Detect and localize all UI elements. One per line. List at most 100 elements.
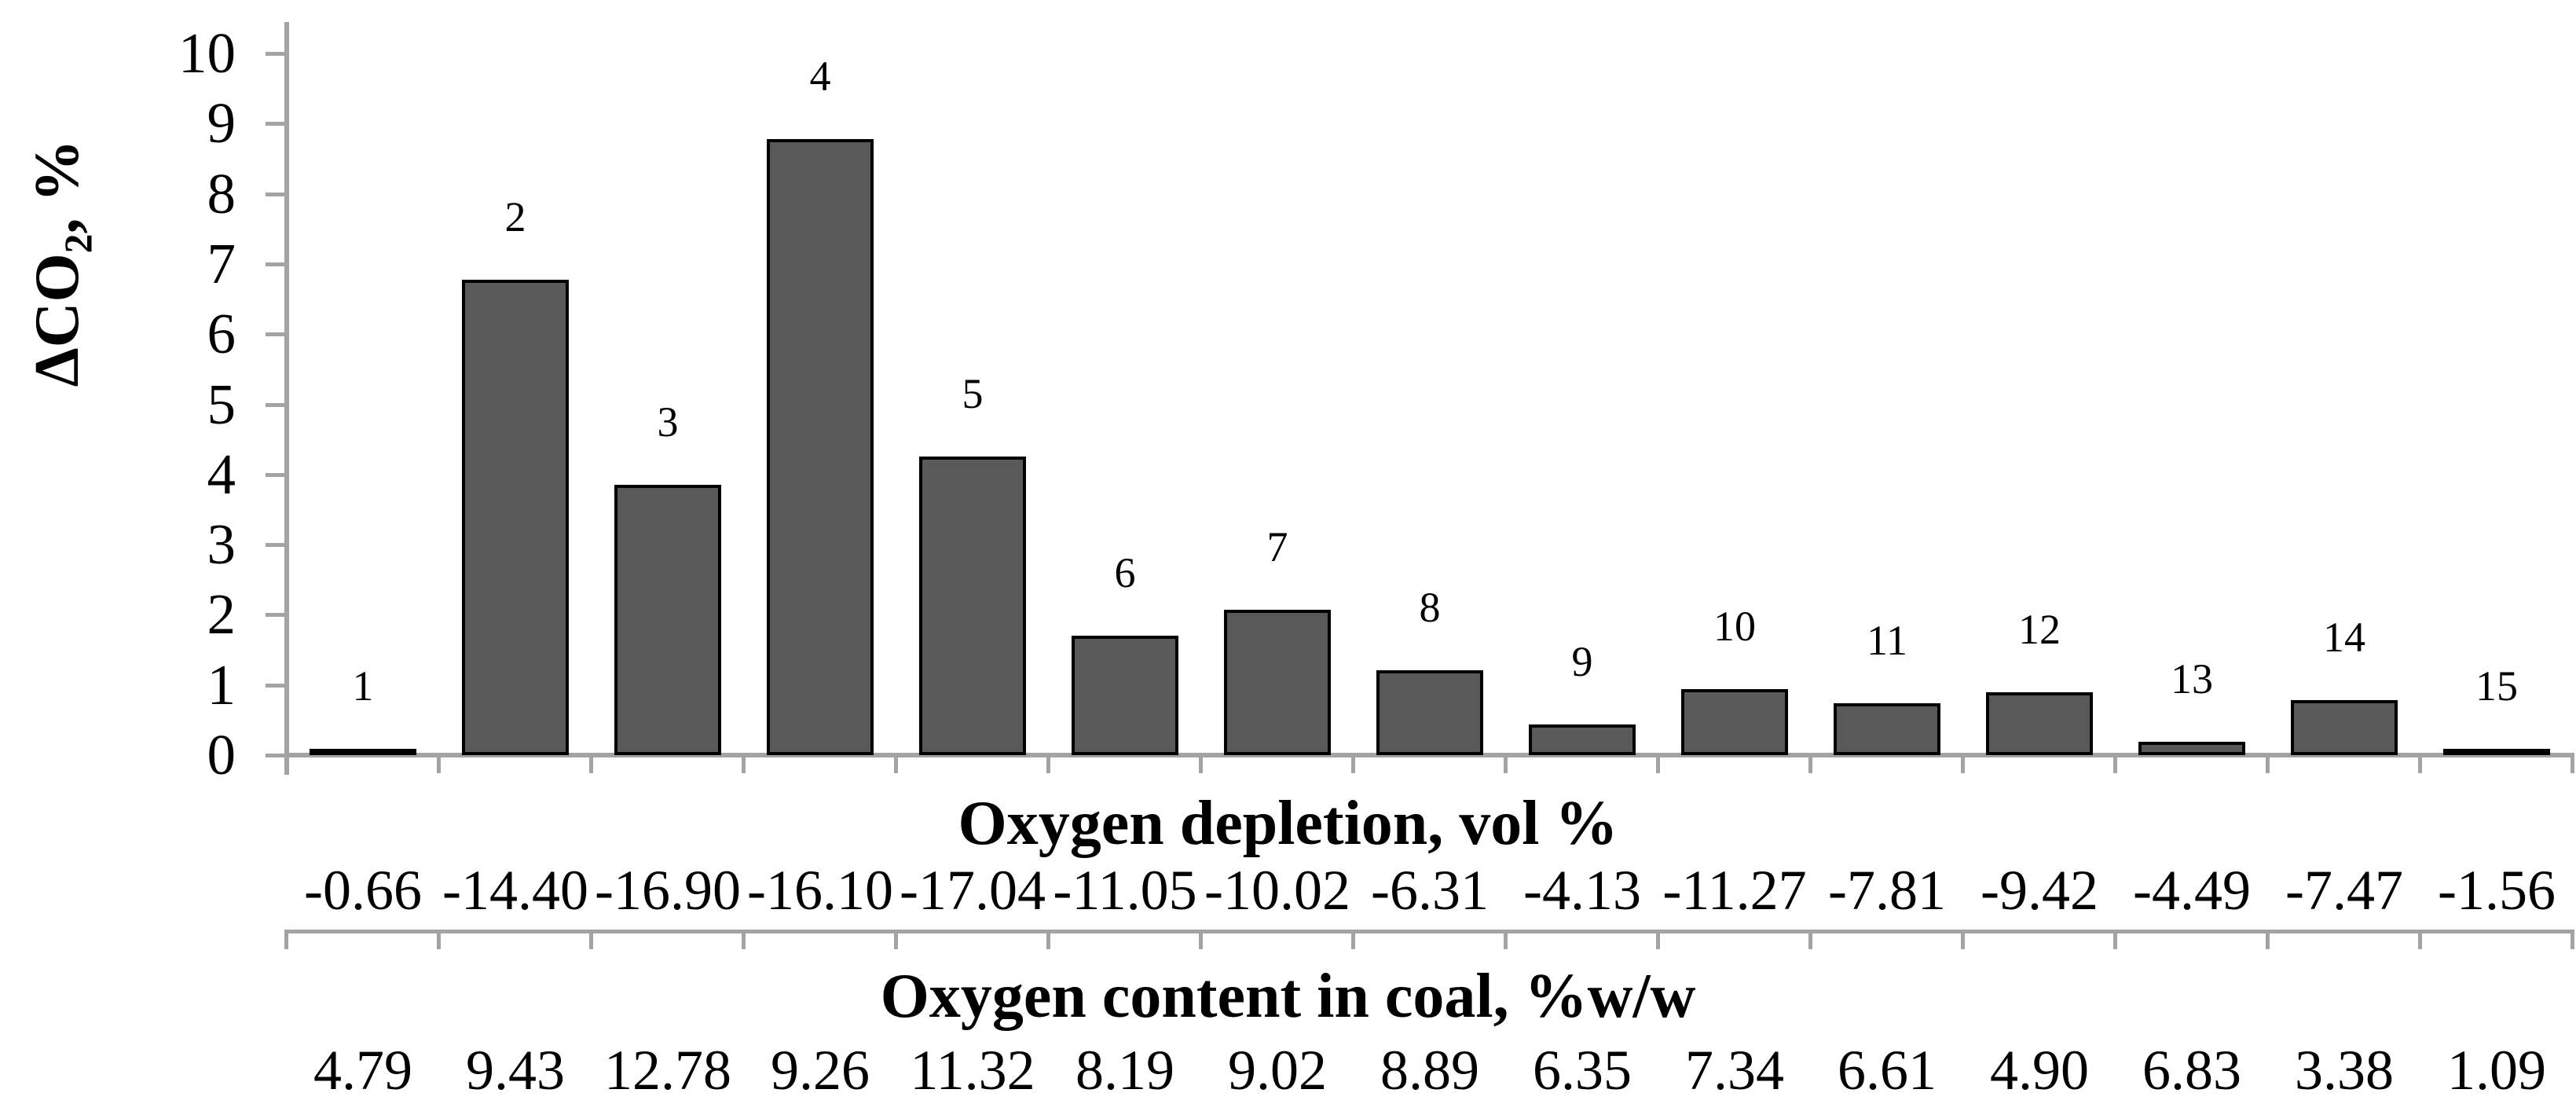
bar-value-label: 5 (962, 370, 984, 417)
x-axis-level2-tick-mark (437, 930, 441, 949)
x-axis-level2-value: 9.43 (466, 1039, 565, 1102)
bar (2291, 700, 2398, 755)
y-tick-label: 1 (207, 652, 236, 717)
y-tick-label: 7 (207, 231, 236, 295)
y-tick-mark (266, 192, 284, 196)
x-axis-level2-tick-mark (1199, 930, 1203, 949)
x-axis-tick-mark (2266, 753, 2270, 773)
x-axis-level2-value: 8.89 (1380, 1039, 1479, 1102)
bar-value-label: 12 (2018, 606, 2061, 653)
x-axis-tick-mark (1199, 753, 1203, 773)
bar-value-label: 8 (1419, 584, 1441, 631)
bar-value-label: 4 (809, 53, 831, 100)
y-tick-mark (266, 754, 284, 757)
bar (614, 485, 721, 755)
x-axis-level1-value: -0.66 (304, 859, 422, 922)
x-axis-tick-mark (1961, 753, 1965, 773)
x-axis-level1-value: -11.27 (1662, 859, 1807, 922)
x-axis-tick-mark (2418, 753, 2422, 773)
y-tick-label: 3 (207, 512, 236, 577)
bar-value-label: 1 (352, 662, 374, 710)
x-axis-level1-value: -14.40 (442, 859, 588, 922)
x-axis-level1-value: -4.13 (1523, 859, 1641, 922)
y-tick-label: 8 (207, 161, 236, 226)
x-axis-level2-value: 12.78 (604, 1039, 731, 1102)
x-axis-level2-value: 3.38 (2295, 1039, 2394, 1102)
x-axis-level2-value: 6.61 (1838, 1039, 1937, 1102)
x-axis-level2-tick-mark (894, 930, 898, 949)
bar (1376, 670, 1483, 755)
bar-value-label: 2 (504, 193, 526, 240)
x-axis-tick-mark (2113, 753, 2117, 773)
bar-value-label: 7 (1266, 523, 1288, 570)
y-tick-mark (266, 262, 284, 266)
x-axis-line (284, 753, 2572, 757)
x-axis-level2-value: 8.19 (1075, 1039, 1174, 1102)
x-axis-level2-tick-mark (2571, 930, 2574, 949)
y-tick-label: 6 (207, 302, 236, 366)
x-axis-level2-tick-mark (1808, 930, 1812, 949)
bar (2443, 749, 2550, 755)
bar (2138, 742, 2245, 755)
x-axis-tick-mark (894, 753, 898, 773)
x-axis-tick-mark (2571, 753, 2574, 773)
x-axis-level2-value: 4.79 (313, 1039, 412, 1102)
bar (1834, 703, 1940, 755)
bar (919, 457, 1026, 755)
x-axis-level2-tick-mark (2266, 930, 2270, 949)
x-axis-tick-mark (742, 753, 746, 773)
x-axis-level2-tick-mark (2418, 930, 2422, 949)
x-axis-tick-mark (1351, 753, 1355, 773)
bar (1681, 689, 1788, 755)
x-axis-level2-value: 7.34 (1685, 1039, 1784, 1102)
y-tick-mark (266, 402, 284, 407)
bar-value-label: 11 (1867, 617, 1907, 664)
bar-value-label: 10 (1713, 603, 1756, 650)
x-axis-level2-value: 6.35 (1533, 1039, 1632, 1102)
y-tick-mark (266, 52, 284, 56)
bar (1529, 724, 1636, 755)
bar (310, 749, 416, 755)
x-axis-level2-tick-mark (1351, 930, 1355, 949)
x-axis-tick-mark (1808, 753, 1812, 773)
x-axis-level2-tick-mark (1961, 930, 1965, 949)
bar-value-label: 14 (2323, 614, 2365, 661)
x-axis-level2-value: 9.02 (1228, 1039, 1327, 1102)
y-tick-label: 0 (207, 723, 236, 787)
x-axis-tick-mark (284, 753, 288, 773)
x-axis-level1-value: -7.47 (2285, 859, 2403, 922)
x-axis-level1-value: -16.10 (747, 859, 893, 922)
bar (1224, 610, 1331, 755)
y-tick-mark (266, 543, 284, 548)
x-axis-level2-value: 11.32 (910, 1039, 1035, 1102)
x-axis-level2-tick-mark (589, 930, 593, 949)
y-tick-mark (266, 332, 284, 337)
x-axis-level2-value: 9.26 (771, 1039, 870, 1102)
y-tick-mark (266, 472, 284, 477)
x-axis-level1-value: -17.04 (900, 859, 1046, 922)
x-axis-tick-mark (1504, 753, 1508, 773)
x-axis-level2-tick-mark (1046, 930, 1050, 949)
x-axis-level2-tick-mark (742, 930, 746, 949)
y-tick-label: 9 (207, 91, 236, 156)
bar-value-label: 9 (1571, 638, 1593, 685)
bar-value-label: 13 (2171, 655, 2213, 702)
bar-value-label: 15 (2475, 662, 2518, 710)
y-tick-mark (266, 122, 284, 127)
x-axis-level1-value: -4.49 (2133, 859, 2251, 922)
y-tick-label: 4 (207, 442, 236, 506)
x-axis-level1-value: -6.31 (1371, 859, 1489, 922)
bar-value-label: 6 (1114, 549, 1136, 596)
x-axis-level2-value: 1.09 (2447, 1039, 2546, 1102)
bar (1072, 636, 1178, 755)
y-tick-mark (266, 613, 284, 618)
x-axis-level2-value: 6.83 (2142, 1039, 2241, 1102)
x-axis-level2-title: Oxygen content in coal, %w/w (880, 962, 1696, 1031)
y-axis-line (284, 22, 289, 775)
bar-value-label: 3 (657, 398, 679, 446)
x-axis-level1-title: Oxygen depletion, vol % (958, 789, 1618, 858)
x-axis-level2-line (284, 930, 2572, 933)
y-tick-label: 2 (207, 582, 236, 647)
x-axis-level2-value: 4.90 (1990, 1039, 2089, 1102)
